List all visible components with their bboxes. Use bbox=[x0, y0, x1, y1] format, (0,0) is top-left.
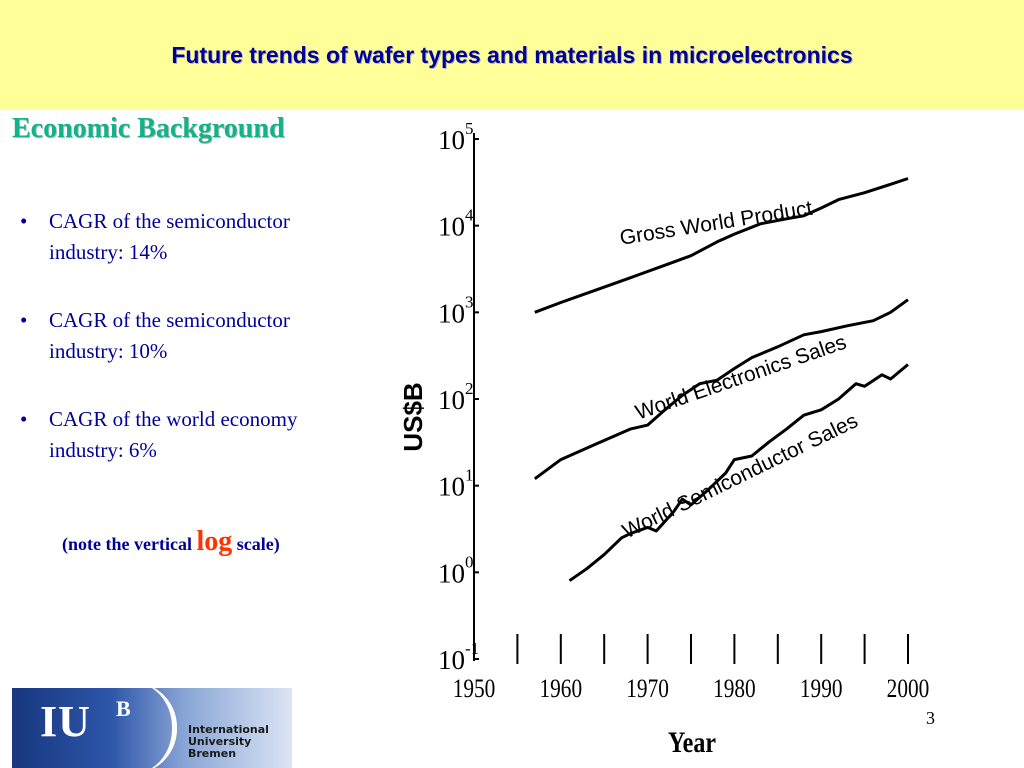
bullet-item: • CAGR of the semiconductor industry: 10… bbox=[20, 305, 380, 367]
university-logo: IU B International University Bremen bbox=[12, 688, 292, 768]
logo-arc-icon bbox=[132, 688, 177, 768]
x-tick-label: 1980 bbox=[713, 675, 756, 703]
slide-title: Future trends of wafer types and materia… bbox=[171, 42, 853, 68]
logo-line: University bbox=[188, 735, 252, 748]
bullet-item: • CAGR of the semiconductor industry: 14… bbox=[20, 206, 380, 268]
logo-superscript: B bbox=[116, 696, 131, 721]
y-tick-label: 102 bbox=[438, 379, 474, 415]
bullet-line: industry: 6% bbox=[49, 438, 157, 462]
bullet-line: industry: 10% bbox=[49, 339, 168, 363]
page-number: 3 bbox=[926, 708, 935, 728]
y-axis-label: US$B bbox=[398, 382, 428, 451]
section-heading: Economic Background bbox=[12, 113, 285, 144]
x-tick-label: 1950 bbox=[453, 675, 496, 703]
chart-series-group bbox=[533, 177, 909, 582]
y-tick-exponent: 1 bbox=[465, 466, 474, 485]
bullet-line: CAGR of the semiconductor bbox=[49, 209, 290, 233]
note-text-after: scale) bbox=[232, 534, 280, 554]
x-tick-label: 1960 bbox=[539, 675, 582, 703]
x-tick-label: 2000 bbox=[887, 675, 930, 703]
chart-axes bbox=[473, 133, 909, 664]
bullet-dot: • bbox=[20, 209, 28, 233]
bullet-item: • CAGR of the world economy industry: 6% bbox=[20, 404, 380, 466]
x-tick-label: 1970 bbox=[626, 675, 669, 703]
header-bar: Future trends of wafer types and materia… bbox=[0, 0, 1024, 110]
bullet-dot: • bbox=[20, 407, 28, 431]
bullet-line: industry: 14% bbox=[49, 240, 168, 264]
y-tick-label: 10-1 bbox=[438, 639, 479, 675]
series-label: World Semiconductor Sales bbox=[619, 409, 862, 543]
logo-text: International University Bremen bbox=[188, 724, 269, 760]
bullet-list: • CAGR of the semiconductor industry: 14… bbox=[20, 206, 380, 503]
series-line bbox=[533, 298, 909, 481]
y-tick-exponent: 5 bbox=[465, 119, 474, 138]
y-tick-label: 105 bbox=[438, 119, 474, 155]
note-emphasis: log bbox=[196, 526, 233, 557]
logo-line: Bremen bbox=[188, 747, 237, 760]
series-line bbox=[534, 177, 909, 314]
y-tick-label: 104 bbox=[438, 206, 474, 242]
scale-note: (note the vertical log scale) bbox=[62, 526, 280, 558]
series-line bbox=[568, 363, 909, 582]
y-tick-label: 103 bbox=[438, 292, 474, 328]
y-tick-exponent: 4 bbox=[465, 206, 474, 225]
y-tick-exponent: 0 bbox=[465, 552, 474, 571]
y-tick-exponent: 3 bbox=[465, 292, 474, 311]
logo-line: International bbox=[188, 723, 269, 736]
y-tick-exponent: -1 bbox=[465, 639, 479, 658]
note-text-before: (note the vertical bbox=[62, 534, 197, 554]
bullet-line: CAGR of the semiconductor bbox=[49, 308, 290, 332]
x-axis-label: Year bbox=[668, 725, 716, 758]
y-tick-exponent: 2 bbox=[465, 379, 474, 398]
y-tick-label: 100 bbox=[438, 552, 474, 588]
y-tick-label: 101 bbox=[438, 466, 474, 502]
bullet-dot: • bbox=[20, 308, 28, 332]
bullet-line: CAGR of the world economy bbox=[49, 407, 298, 431]
logo-mark: IU bbox=[40, 697, 91, 746]
x-tick-label: 1990 bbox=[800, 675, 843, 703]
